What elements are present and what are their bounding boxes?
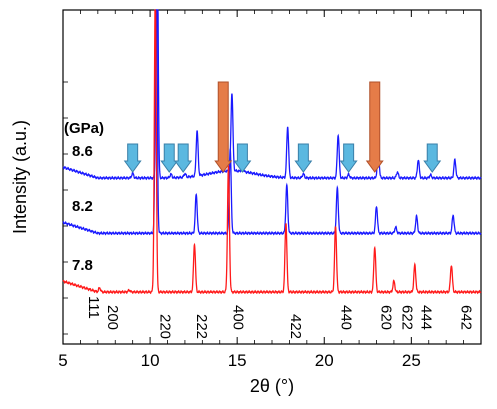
hkl-label: 111	[85, 296, 102, 319]
x-tick-label: 25	[402, 351, 421, 370]
pressure-unit-label: (GPa)	[64, 120, 104, 137]
hkl-label: 444	[418, 305, 435, 330]
hkl-label: 422	[287, 314, 304, 339]
blue-peak-arrow	[233, 143, 252, 173]
hkl-label: 440	[337, 305, 354, 330]
hkl-label: 620	[378, 305, 395, 330]
blue-peak-arrow	[174, 143, 193, 173]
hkl-label: 622	[398, 305, 415, 330]
hkl-label: 400	[230, 305, 247, 330]
blue-peak-arrow	[423, 143, 442, 173]
x-tick-label: 20	[315, 351, 334, 370]
orange-peak-arrow	[214, 81, 233, 173]
x-tick-label: 5	[58, 351, 67, 370]
hkl-label: 200	[104, 305, 121, 330]
y-axis-label: Intensity (a.u.)	[10, 120, 30, 234]
hkl-label: 642	[458, 305, 475, 330]
blue-peak-arrow	[294, 143, 313, 173]
blue-peak-arrow	[339, 143, 358, 173]
pressure-label: 7.8	[72, 257, 93, 274]
x-tick-label: 10	[141, 351, 160, 370]
series-line-8-2	[62, 9, 482, 236]
hkl-label: 220	[156, 314, 173, 339]
blue-peak-arrow	[160, 143, 179, 173]
pressure-label: 8.2	[72, 198, 93, 215]
series-line-7-8	[62, 9, 482, 295]
blue-peak-arrow	[123, 143, 142, 173]
x-tick-label: 15	[228, 351, 247, 370]
hkl-label: 222	[193, 314, 210, 339]
x-axis-label: 2θ (°)	[250, 376, 294, 396]
pressure-label: 8.6	[72, 143, 93, 160]
orange-peak-arrow	[365, 81, 384, 173]
